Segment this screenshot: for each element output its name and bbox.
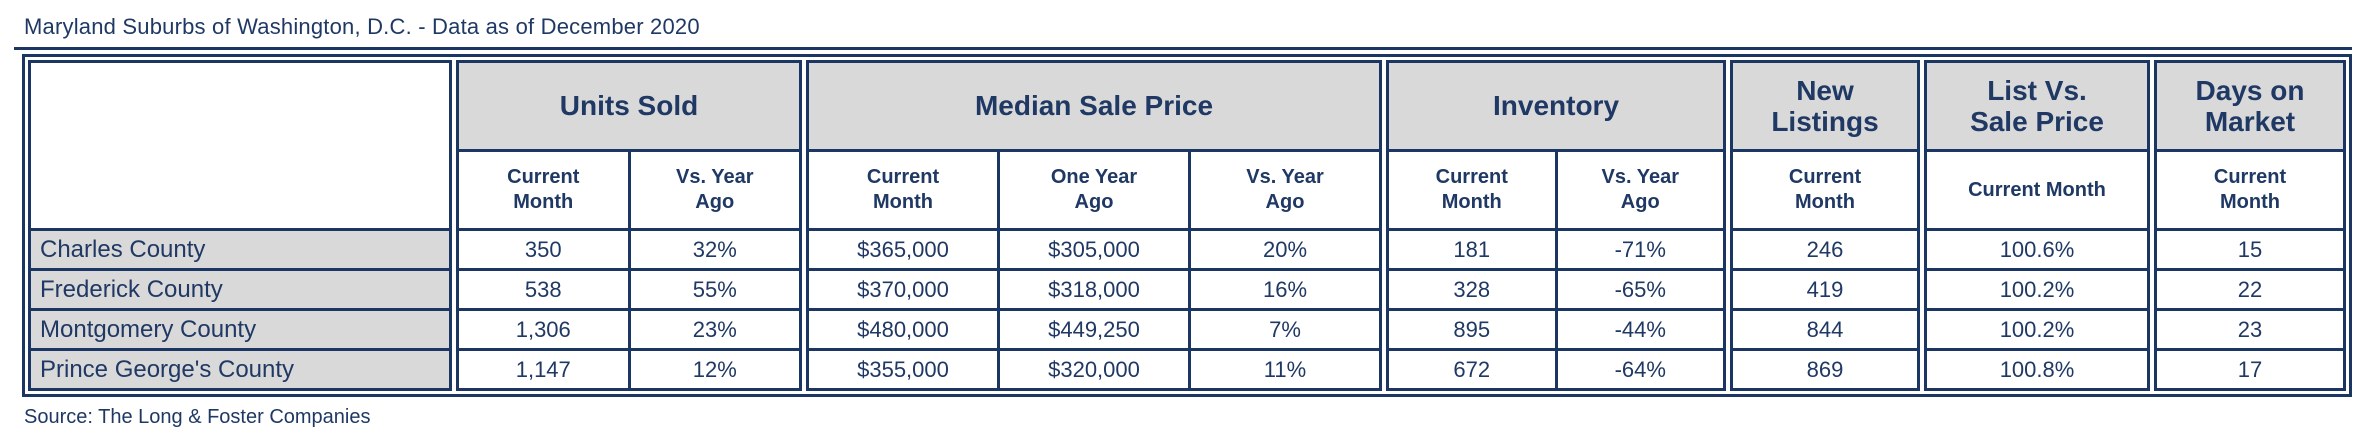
data-cell: 672	[1389, 351, 1555, 388]
data-cell: 895	[1389, 311, 1555, 348]
data-cell: 12%	[630, 351, 799, 388]
data-cell: -71%	[1557, 231, 1723, 268]
subheader-text: Current Month	[1435, 166, 1508, 213]
blank-header-cell	[31, 63, 449, 228]
data-cell: 100.2%	[1927, 311, 2147, 348]
column-group-county: Charles County Frederick County Montgome…	[28, 60, 452, 391]
data-cell: 15	[2157, 231, 2343, 268]
data-cell: 22	[2157, 271, 2343, 308]
county-cell: Montgomery County	[31, 311, 449, 348]
data-cell: 1,306	[459, 311, 628, 348]
data-cell: $480,000	[809, 311, 997, 348]
data-cell: $320,000	[1000, 351, 1188, 388]
data-cell: 20%	[1191, 231, 1379, 268]
subheader-cell: Vs. Year Ago	[1191, 152, 1379, 228]
data-cell: 328	[1389, 271, 1555, 308]
subheader-cell: Current Month	[809, 152, 997, 228]
data-cell: 100.6%	[1927, 231, 2147, 268]
group-header-new-listings: New Listings	[1733, 63, 1917, 149]
data-cell: 100.8%	[1927, 351, 2147, 388]
data-cell: -65%	[1557, 271, 1723, 308]
column-group-units-sold: Units Sold Current Month Vs. Year Ago 35…	[456, 60, 802, 391]
source-attribution: Source: The Long & Foster Companies	[24, 406, 371, 428]
subheader-cell: Current Month	[459, 152, 628, 228]
group-header-list-vs-sale-price: List Vs. Sale Price	[1927, 63, 2147, 149]
data-cell: 16%	[1191, 271, 1379, 308]
data-cell: $365,000	[809, 231, 997, 268]
data-cell: 350	[459, 231, 628, 268]
data-cell: $370,000	[809, 271, 997, 308]
column-group-median-sale-price: Median Sale Price Current Month One Year…	[806, 60, 1382, 391]
subheader-text: Vs. Year Ago	[676, 166, 754, 213]
column-group-new-listings: New Listings Current Month 246 419 844 8…	[1730, 60, 1920, 391]
data-cell: 1,147	[459, 351, 628, 388]
data-cell: 55%	[630, 271, 799, 308]
subheader-text: Vs. Year Ago	[1246, 166, 1324, 213]
data-cell: $318,000	[1000, 271, 1188, 308]
subheader-cell: Current Month	[1389, 152, 1555, 228]
group-header-median-sale-price: Median Sale Price	[809, 63, 1379, 149]
market-data-table: Charles County Frederick County Montgome…	[22, 54, 2352, 397]
data-cell: 538	[459, 271, 628, 308]
subheader-text: Vs. Year Ago	[1601, 166, 1679, 213]
data-cell: 419	[1733, 271, 1917, 308]
data-cell: $449,250	[1000, 311, 1188, 348]
data-cell: 23%	[630, 311, 799, 348]
data-cell: 869	[1733, 351, 1917, 388]
subheader-text: Current Month	[1788, 166, 1862, 213]
county-cell: Frederick County	[31, 271, 449, 308]
subheader-cell: Current Month	[1927, 152, 2147, 228]
county-cell: Charles County	[31, 231, 449, 268]
data-cell: 32%	[630, 231, 799, 268]
subheader-text: Current Month	[2213, 166, 2287, 213]
subheader-text: Current Month	[507, 166, 580, 213]
data-cell: 181	[1389, 231, 1555, 268]
subheader-text: One Year Ago	[1050, 166, 1138, 213]
data-cell: 246	[1733, 231, 1917, 268]
group-header-units-sold: Units Sold	[459, 63, 799, 149]
column-group-inventory: Inventory Current Month Vs. Year Ago 181…	[1386, 60, 1726, 391]
data-cell: $355,000	[809, 351, 997, 388]
report-page: Maryland Suburbs of Washington, D.C. - D…	[0, 14, 2371, 441]
data-cell: -44%	[1557, 311, 1723, 348]
county-cell: Prince George's County	[31, 351, 449, 388]
subheader-cell: Vs. Year Ago	[1557, 152, 1723, 228]
data-cell: 17	[2157, 351, 2343, 388]
page-title: Maryland Suburbs of Washington, D.C. - D…	[14, 14, 2352, 50]
data-cell: 11%	[1191, 351, 1379, 388]
data-cell: 100.2%	[1927, 271, 2147, 308]
subheader-cell: Current Month	[1733, 152, 1917, 228]
data-cell: 7%	[1191, 311, 1379, 348]
data-cell: 844	[1733, 311, 1917, 348]
subheader-cell: Current Month	[2157, 152, 2343, 228]
subheader-text: Current Month	[1968, 178, 2106, 201]
data-cell: -64%	[1557, 351, 1723, 388]
subheader-text: Current Month	[866, 166, 940, 213]
column-group-days-on-market: Days on Market Current Month 15 22 23 17	[2154, 60, 2346, 391]
group-header-days-on-market: Days on Market	[2157, 63, 2343, 149]
subheader-cell: Vs. Year Ago	[630, 152, 799, 228]
data-cell: $305,000	[1000, 231, 1188, 268]
subheader-cell: One Year Ago	[1000, 152, 1188, 228]
data-cell: 23	[2157, 311, 2343, 348]
column-group-list-vs-sale-price: List Vs. Sale Price Current Month 100.6%…	[1924, 60, 2150, 391]
group-header-inventory: Inventory	[1389, 63, 1723, 149]
